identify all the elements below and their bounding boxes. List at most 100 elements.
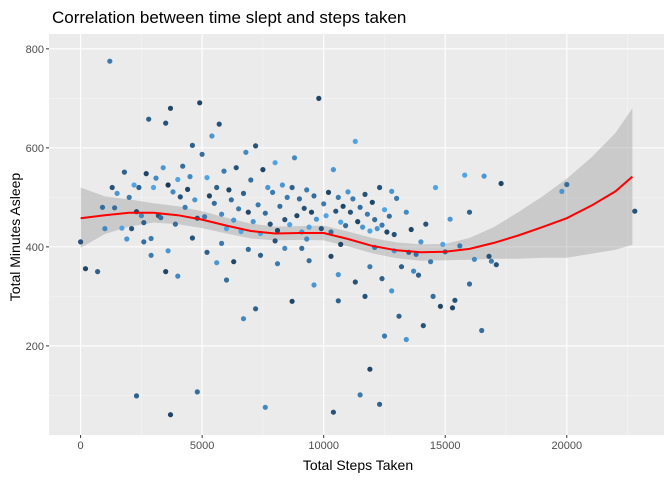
scatter-point: [253, 306, 259, 312]
scatter-point: [114, 190, 120, 196]
scatter-point: [202, 214, 208, 220]
scatter-point: [440, 241, 446, 247]
scatter-point: [394, 195, 400, 201]
scatter-point: [389, 288, 395, 294]
scatter-point: [352, 279, 358, 285]
y-axis-ticks: 200 400 600 800: [26, 44, 49, 353]
scatter-point: [457, 243, 463, 249]
scatter-point: [328, 253, 334, 259]
scatter-point: [231, 217, 237, 223]
scatter-point: [481, 173, 487, 179]
scatter-point: [95, 269, 101, 275]
scatter-point: [330, 409, 336, 415]
scatter-point: [165, 182, 171, 188]
x-tick-label: 15000: [430, 440, 461, 452]
scatter-point: [355, 219, 361, 225]
scatter-point: [379, 276, 385, 282]
scatter-point: [274, 261, 281, 267]
scatter-point: [214, 260, 220, 266]
scatter-point: [167, 412, 174, 418]
scatter-point: [223, 277, 230, 283]
x-axis-title: Total Steps Taken: [303, 457, 413, 473]
scatter-point: [308, 209, 315, 215]
scatter-point: [129, 226, 135, 232]
scatter-point: [343, 223, 349, 229]
scatter-point: [632, 208, 638, 214]
y-axis-title: Total Minutes Asleep: [7, 173, 23, 302]
scatter-point: [357, 392, 363, 398]
scatter-point: [325, 189, 332, 195]
scatter-point: [559, 188, 565, 194]
scatter-point: [282, 245, 288, 251]
scatter-point: [245, 209, 251, 215]
scatter-point: [311, 282, 317, 288]
scatter-point: [233, 165, 239, 171]
scatter-point: [221, 168, 227, 174]
scatter-point: [367, 366, 373, 372]
scatter-point: [403, 209, 409, 215]
scatter-point: [338, 241, 344, 247]
scatter-point: [321, 201, 327, 207]
scatter-point: [345, 189, 351, 195]
scatter-point: [133, 393, 140, 399]
scatter-point: [428, 259, 434, 265]
scatter-point: [381, 207, 388, 213]
scatter-point: [189, 235, 195, 241]
scatter-point: [228, 197, 234, 203]
scatter-point: [364, 211, 370, 217]
scatter-point: [240, 316, 247, 322]
scatter-point: [131, 182, 137, 188]
scatter-point: [403, 336, 409, 343]
scatter-point: [296, 196, 302, 202]
scatter-point: [396, 313, 402, 319]
scatter-point: [204, 175, 210, 181]
scatter-point: [384, 229, 390, 235]
scatter-point: [136, 184, 142, 191]
scatter-point: [386, 213, 392, 219]
scatter-point: [301, 205, 307, 211]
scatter-point: [287, 222, 293, 228]
scatter-point: [236, 206, 242, 212]
scatter-point: [194, 389, 200, 395]
scatter-point: [177, 194, 183, 200]
scatter-point: [146, 116, 152, 122]
scatter-point: [260, 167, 266, 173]
scatter-point: [272, 238, 278, 244]
scatter-point: [277, 203, 283, 209]
scatter-point: [313, 216, 319, 222]
scatter-point: [138, 213, 144, 219]
scatter-point: [238, 228, 244, 235]
scatter-point: [466, 209, 473, 215]
x-tick-label: 10000: [308, 440, 339, 452]
confidence-ribbon: [80, 108, 633, 261]
scatter-point: [323, 213, 329, 219]
scatter-point: [352, 138, 358, 144]
scatter-point: [99, 204, 106, 210]
scatter-point: [231, 259, 237, 265]
scatter-point: [498, 180, 504, 187]
scatter-point: [216, 121, 222, 127]
scatter-point: [141, 239, 147, 245]
scatter-point: [158, 215, 164, 221]
scatter-point: [471, 256, 477, 262]
scatter-point: [299, 245, 305, 251]
scatter-point: [369, 199, 375, 205]
scatter-point: [121, 169, 127, 175]
scatter-point: [284, 194, 290, 200]
scatter-point: [452, 297, 458, 303]
scatter-point: [267, 221, 273, 227]
scatter-point: [304, 187, 310, 193]
scatter-point: [107, 58, 113, 64]
scatter-point: [462, 172, 468, 178]
scatter-point: [360, 224, 366, 230]
scatter-point: [223, 226, 230, 232]
scatter-point: [330, 167, 336, 173]
scatter-point: [150, 184, 157, 191]
scatter-point: [148, 252, 154, 258]
scatter-point: [245, 246, 251, 252]
scatter-point: [170, 189, 176, 195]
scatter-point: [289, 184, 295, 191]
scatter-point: [362, 293, 368, 299]
scatter-point: [486, 253, 492, 259]
scatter-point: [124, 236, 130, 242]
